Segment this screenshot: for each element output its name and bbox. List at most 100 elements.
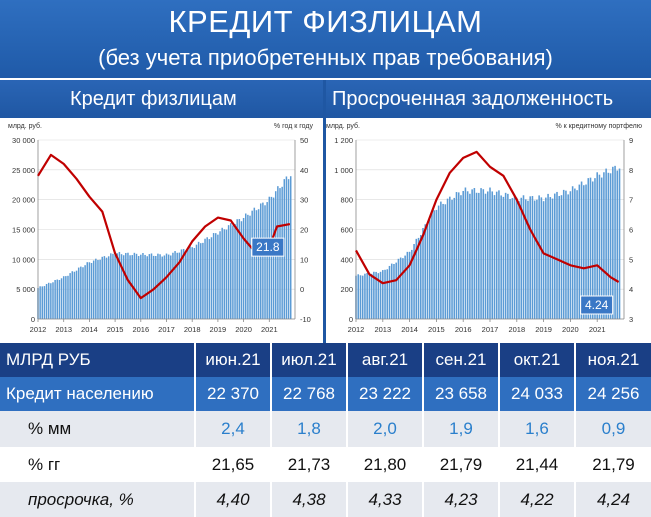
y-axis-unit: млрд. руб. — [8, 122, 42, 130]
bar — [152, 255, 155, 319]
bar — [144, 254, 146, 319]
bar — [408, 251, 411, 319]
row-label: просрочка, % — [0, 482, 195, 517]
y-tick-label: 800 — [340, 196, 353, 205]
x-tick-label: 2019 — [535, 325, 552, 334]
bar — [234, 224, 236, 319]
bar — [217, 234, 219, 319]
y-tick-label: 1 000 — [334, 166, 353, 175]
y-tick-label: 10 000 — [12, 255, 35, 264]
cell: 4,22 — [498, 482, 575, 517]
bar — [262, 202, 264, 319]
bar — [426, 224, 429, 319]
bar — [45, 283, 48, 319]
bar — [402, 258, 404, 319]
header-month: июн.21 — [194, 343, 271, 377]
bar — [71, 271, 74, 319]
bar — [62, 276, 65, 319]
x-tick-label: 2014 — [81, 325, 98, 334]
cell: 22 768 — [270, 377, 347, 411]
bar — [533, 200, 536, 319]
chart-left-title: Кредит физлицам — [0, 80, 323, 118]
bar — [536, 199, 538, 319]
bar — [227, 225, 230, 319]
bar — [444, 204, 447, 319]
bar — [191, 247, 193, 319]
bar — [178, 252, 181, 319]
x-tick-label: 2017 — [158, 325, 175, 334]
x-tick-label: 2018 — [508, 325, 525, 334]
y2-tick-label: 8 — [629, 166, 633, 175]
bar — [594, 178, 596, 319]
cell: 2,4 — [194, 411, 271, 447]
cell: 24 033 — [498, 377, 575, 411]
bar — [538, 195, 540, 319]
bar — [605, 168, 607, 319]
y-tick-label: 200 — [340, 285, 353, 294]
y-tick-label: 600 — [340, 226, 353, 235]
bar — [591, 181, 594, 319]
y2-axis-unit: % год к году — [274, 123, 314, 130]
x-tick-label: 2021 — [261, 325, 278, 334]
bar — [616, 170, 619, 319]
bar — [509, 198, 511, 319]
bar — [513, 194, 516, 319]
bar — [257, 209, 260, 319]
bar — [77, 267, 80, 319]
bar — [140, 254, 142, 319]
bar — [135, 253, 138, 319]
bar — [161, 256, 163, 319]
bar — [163, 255, 166, 319]
bar — [473, 188, 476, 319]
bar — [90, 263, 93, 319]
bar — [466, 191, 469, 319]
table-row: Кредит населению 22 370 22 768 23 222 23… — [0, 377, 651, 411]
bar — [558, 195, 561, 319]
y-tick-label: 400 — [340, 255, 353, 264]
bar — [125, 252, 127, 319]
page-subtitle: (без учета приобретенных прав требования… — [98, 45, 553, 70]
bar — [397, 258, 400, 319]
bar — [116, 253, 118, 319]
bar — [386, 269, 389, 319]
header-unit: МЛРД РУБ — [0, 343, 195, 377]
header-month: сен.21 — [422, 343, 499, 377]
bar — [460, 195, 462, 319]
bar — [478, 192, 480, 319]
bar — [182, 248, 185, 319]
bar — [223, 229, 226, 319]
bar — [578, 184, 581, 319]
page-title: КРЕДИТ ФИЗЛИЦАМ — [168, 4, 483, 39]
bar — [562, 189, 565, 319]
cell: 4,33 — [346, 482, 423, 517]
bar — [399, 257, 402, 319]
bar — [442, 203, 444, 319]
y-tick-label: 1 200 — [334, 136, 353, 145]
x-tick-label: 2019 — [210, 325, 227, 334]
x-tick-label: 2013 — [55, 325, 72, 334]
bar — [101, 256, 103, 319]
bar — [507, 193, 509, 319]
y2-tick-label: -10 — [300, 315, 311, 324]
bar — [244, 213, 247, 319]
bar — [120, 254, 123, 319]
bar — [268, 196, 271, 319]
panel-divider — [323, 80, 326, 343]
bar — [251, 210, 253, 319]
y2-tick-label: 4 — [629, 285, 633, 294]
x-tick-label: 2013 — [374, 325, 391, 334]
bar — [462, 190, 464, 319]
bar — [489, 187, 491, 319]
bar — [189, 246, 191, 319]
x-tick-label: 2012 — [30, 325, 47, 334]
bar — [107, 256, 110, 319]
bar — [193, 247, 196, 319]
bar — [208, 239, 211, 319]
bar — [424, 224, 427, 319]
bar — [129, 255, 131, 319]
bar — [52, 282, 54, 319]
bar — [47, 282, 50, 319]
bar — [361, 275, 364, 319]
y-tick-label: 0 — [31, 315, 35, 324]
bar — [73, 271, 76, 319]
